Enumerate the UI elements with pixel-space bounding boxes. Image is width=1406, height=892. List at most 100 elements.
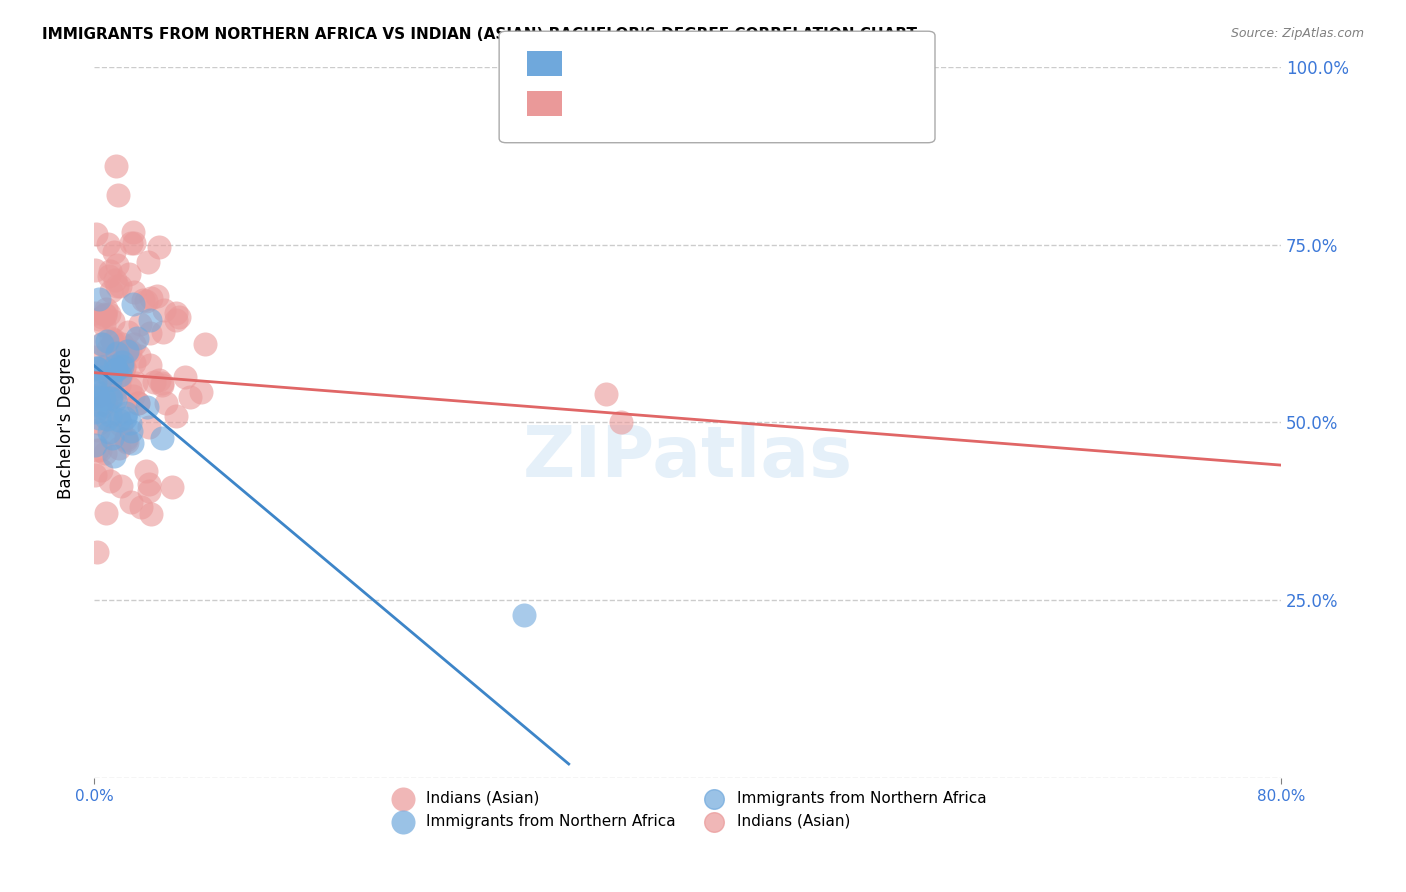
Indians (Asian) bbox=[194, 337, 217, 351]
Indians (Asian) bbox=[115, 435, 138, 450]
Indians (Asian) bbox=[115, 434, 138, 448]
Indians (Asian) bbox=[94, 506, 117, 520]
Legend: Indians (Asian), Immigrants from Northern Africa, Immigrants from Northern Afric: Indians (Asian), Immigrants from Norther… bbox=[382, 785, 993, 835]
Immigrants from Northern Africa bbox=[96, 334, 118, 349]
Immigrants from Northern Africa bbox=[87, 410, 110, 425]
Indians (Asian) bbox=[129, 500, 152, 515]
Indians (Asian) bbox=[112, 361, 135, 376]
Immigrants from Northern Africa bbox=[114, 411, 136, 425]
Indians (Asian) bbox=[94, 397, 117, 411]
Indians (Asian) bbox=[179, 390, 201, 404]
Immigrants from Northern Africa bbox=[108, 413, 131, 427]
Indians (Asian) bbox=[87, 312, 110, 326]
Indians (Asian) bbox=[94, 308, 117, 322]
Indians (Asian) bbox=[145, 289, 167, 303]
Indians (Asian) bbox=[110, 479, 132, 493]
Immigrants from Northern Africa bbox=[98, 408, 121, 422]
Indians (Asian) bbox=[97, 342, 120, 356]
Indians (Asian) bbox=[139, 292, 162, 306]
Immigrants from Northern Africa bbox=[84, 375, 107, 389]
Indians (Asian) bbox=[120, 236, 142, 251]
Indians (Asian) bbox=[90, 385, 112, 400]
Indians (Asian) bbox=[107, 187, 129, 202]
Indians (Asian) bbox=[150, 377, 173, 392]
Indians (Asian) bbox=[89, 364, 111, 378]
Indians (Asian) bbox=[115, 431, 138, 445]
Indians (Asian) bbox=[101, 368, 124, 383]
Indians (Asian) bbox=[86, 443, 108, 458]
Indians (Asian) bbox=[132, 293, 155, 308]
Indians (Asian) bbox=[104, 273, 127, 287]
Indians (Asian) bbox=[120, 343, 142, 358]
Indians (Asian) bbox=[100, 347, 122, 361]
Indians (Asian) bbox=[121, 389, 143, 403]
Immigrants from Northern Africa bbox=[111, 359, 134, 373]
Indians (Asian) bbox=[96, 301, 118, 316]
Indians (Asian) bbox=[138, 358, 160, 372]
Indians (Asian) bbox=[98, 264, 121, 278]
Immigrants from Northern Africa bbox=[150, 431, 173, 445]
Text: -0.183: -0.183 bbox=[619, 95, 673, 110]
Indians (Asian) bbox=[152, 325, 174, 339]
Text: R =: R = bbox=[572, 55, 606, 70]
Indians (Asian) bbox=[105, 279, 128, 293]
Indians (Asian) bbox=[100, 383, 122, 397]
Indians (Asian) bbox=[128, 349, 150, 363]
Indians (Asian) bbox=[127, 396, 149, 410]
Immigrants from Northern Africa bbox=[90, 370, 112, 384]
Immigrants from Northern Africa bbox=[87, 292, 110, 306]
Immigrants from Northern Africa bbox=[91, 359, 114, 374]
Indians (Asian) bbox=[138, 419, 160, 434]
Immigrants from Northern Africa bbox=[84, 438, 107, 452]
Indians (Asian) bbox=[115, 343, 138, 358]
Indians (Asian) bbox=[609, 416, 631, 430]
Indians (Asian) bbox=[128, 317, 150, 331]
Indians (Asian) bbox=[167, 310, 190, 324]
Indians (Asian) bbox=[120, 495, 142, 509]
Indians (Asian) bbox=[87, 388, 110, 402]
Indians (Asian) bbox=[94, 366, 117, 380]
Immigrants from Northern Africa bbox=[108, 368, 131, 383]
Indians (Asian) bbox=[139, 326, 162, 340]
Indians (Asian) bbox=[100, 284, 122, 298]
Immigrants from Northern Africa bbox=[138, 313, 160, 327]
Indians (Asian) bbox=[84, 227, 107, 241]
Immigrants from Northern Africa bbox=[84, 384, 107, 398]
Immigrants from Northern Africa bbox=[104, 392, 127, 407]
Indians (Asian) bbox=[138, 254, 160, 268]
Immigrants from Northern Africa bbox=[105, 346, 128, 360]
Indians (Asian) bbox=[138, 476, 160, 491]
Indians (Asian) bbox=[110, 368, 132, 383]
Indians (Asian) bbox=[127, 396, 149, 410]
Indians (Asian) bbox=[110, 349, 132, 363]
Indians (Asian) bbox=[165, 306, 187, 320]
Indians (Asian) bbox=[105, 258, 128, 272]
Indians (Asian) bbox=[103, 427, 125, 442]
Immigrants from Northern Africa bbox=[105, 361, 128, 376]
Indians (Asian) bbox=[190, 384, 212, 399]
Indians (Asian) bbox=[122, 337, 145, 351]
Immigrants from Northern Africa bbox=[103, 449, 125, 463]
Indians (Asian) bbox=[89, 443, 111, 458]
Indians (Asian) bbox=[96, 358, 118, 372]
Immigrants from Northern Africa bbox=[98, 373, 121, 387]
Indians (Asian) bbox=[124, 235, 146, 250]
Immigrants from Northern Africa bbox=[87, 390, 110, 404]
Text: IMMIGRANTS FROM NORTHERN AFRICA VS INDIAN (ASIAN) BACHELOR'S DEGREE CORRELATION : IMMIGRANTS FROM NORTHERN AFRICA VS INDIA… bbox=[42, 27, 917, 42]
Indians (Asian) bbox=[125, 376, 148, 390]
Indians (Asian) bbox=[122, 356, 145, 370]
Indians (Asian) bbox=[105, 159, 128, 173]
Text: -0.556: -0.556 bbox=[619, 55, 673, 70]
Immigrants from Northern Africa bbox=[96, 412, 118, 426]
Immigrants from Northern Africa bbox=[90, 336, 112, 351]
Text: ZIPatlas: ZIPatlas bbox=[523, 424, 852, 492]
Indians (Asian) bbox=[143, 375, 166, 389]
Indians (Asian) bbox=[90, 336, 112, 351]
Indians (Asian) bbox=[97, 307, 120, 321]
Indians (Asian) bbox=[150, 376, 173, 391]
Immigrants from Northern Africa bbox=[100, 391, 122, 405]
Indians (Asian) bbox=[174, 370, 197, 384]
Immigrants from Northern Africa bbox=[120, 425, 142, 439]
Indians (Asian) bbox=[103, 245, 125, 260]
Indians (Asian) bbox=[98, 474, 121, 488]
